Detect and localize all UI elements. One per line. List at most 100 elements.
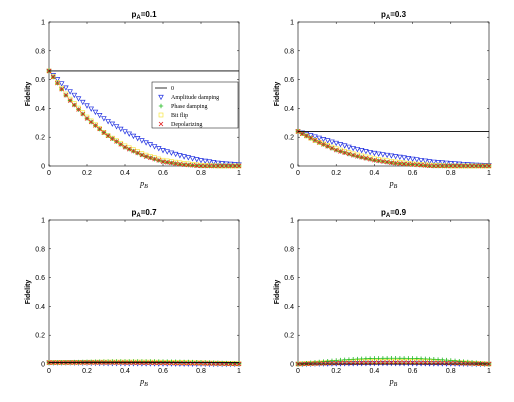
data-point xyxy=(325,144,330,149)
x-axis-label: pB xyxy=(389,179,398,190)
data-point xyxy=(389,160,394,166)
data-point xyxy=(324,138,331,144)
data-point xyxy=(207,163,212,169)
data-point xyxy=(457,163,462,169)
data-point xyxy=(215,160,221,166)
data-point xyxy=(198,361,204,366)
y-axis-label: Fidelity xyxy=(274,82,281,107)
data-point xyxy=(334,358,339,363)
data-point xyxy=(440,357,445,363)
data-point xyxy=(478,360,483,366)
data-point xyxy=(418,356,424,361)
y-tick-label: 0.8 xyxy=(284,246,294,253)
data-point xyxy=(359,155,364,160)
chart-panel-4: 0 0.2 0.4 0.6 0.8 1 0 0.2 0.4 0.6 0.8 1 Fidelity pB pA… xyxy=(274,208,492,388)
data-point xyxy=(210,160,217,166)
data-point xyxy=(177,360,183,366)
x-tick-label: 0.2 xyxy=(331,368,341,375)
data-point xyxy=(320,137,327,143)
data-point xyxy=(380,356,386,361)
data-point xyxy=(478,163,483,169)
data-point xyxy=(194,163,200,168)
data-point xyxy=(341,143,348,149)
data-point xyxy=(75,96,82,102)
data-point xyxy=(422,158,429,164)
data-point xyxy=(376,356,381,361)
data-point xyxy=(172,151,179,158)
legend-item: Depolarizing xyxy=(158,121,202,128)
x-tick-label: 0.6 xyxy=(408,368,418,375)
data-point xyxy=(59,86,64,92)
data-point xyxy=(443,160,450,166)
data-point xyxy=(185,155,192,161)
data-point xyxy=(80,111,86,117)
data-point xyxy=(177,161,183,167)
data-point xyxy=(193,157,200,163)
data-point xyxy=(355,356,360,362)
data-point xyxy=(342,150,347,155)
data-point xyxy=(190,361,195,366)
data-point xyxy=(393,356,398,361)
data-point xyxy=(333,360,339,366)
data-point xyxy=(401,161,407,167)
data-point xyxy=(160,148,166,154)
data-point xyxy=(461,361,466,366)
data-point xyxy=(372,356,377,361)
data-point xyxy=(406,356,411,361)
data-point xyxy=(232,163,238,169)
data-point xyxy=(105,119,111,125)
data-point xyxy=(122,145,128,150)
data-point xyxy=(84,359,90,365)
data-point xyxy=(384,356,390,361)
data-point xyxy=(236,361,242,366)
data-point xyxy=(93,359,98,364)
data-point xyxy=(143,140,149,146)
data-point xyxy=(186,361,191,366)
y-tick-label: 0.2 xyxy=(35,333,45,340)
data-point xyxy=(177,153,183,159)
legend-item: Amplitude damping xyxy=(158,94,219,101)
legend-item: 0 xyxy=(155,86,174,92)
data-point xyxy=(329,139,335,145)
data-point xyxy=(54,77,61,83)
chart-panel-2: 0 0.2 0.4 0.6 0.8 1 0 0.2 0.4 0.6 0.8 1 Fidelity pB pA… xyxy=(274,10,492,190)
data-point xyxy=(401,356,407,361)
data-point xyxy=(130,133,137,140)
x-axis-label: pB xyxy=(139,179,148,190)
data-point xyxy=(329,145,335,151)
data-point xyxy=(392,154,399,160)
data-point xyxy=(173,360,178,366)
data-point xyxy=(93,123,98,128)
data-point xyxy=(168,150,175,156)
y-tick-label: 1 xyxy=(290,218,294,225)
data-point xyxy=(156,158,162,163)
data-point xyxy=(427,163,432,169)
data-point xyxy=(228,360,233,366)
panel-title: pA=0.1 xyxy=(131,10,157,21)
data-point xyxy=(215,163,221,169)
data-point xyxy=(435,163,441,169)
x-tick-label: 0.4 xyxy=(370,368,380,375)
data-point xyxy=(389,356,394,361)
data-point xyxy=(397,154,403,161)
y-axis-label: Fidelity xyxy=(274,280,281,305)
x-tick-label: 0.8 xyxy=(196,368,206,375)
data-point xyxy=(181,154,187,160)
data-point xyxy=(375,151,382,157)
x-tick-label: 0.8 xyxy=(446,170,456,177)
data-point xyxy=(316,361,322,366)
data-point xyxy=(435,357,441,362)
data-point xyxy=(414,356,420,361)
x-tick-label: 0.8 xyxy=(446,368,456,375)
data-point xyxy=(409,156,416,162)
data-point xyxy=(113,124,120,130)
data-point xyxy=(126,131,133,137)
data-point xyxy=(367,157,373,162)
data-point xyxy=(423,163,428,168)
data-point xyxy=(189,156,196,162)
data-point xyxy=(135,150,140,156)
data-point xyxy=(384,159,390,165)
data-point xyxy=(401,155,407,161)
y-tick-label: 0.2 xyxy=(284,333,294,340)
data-point xyxy=(211,163,216,169)
